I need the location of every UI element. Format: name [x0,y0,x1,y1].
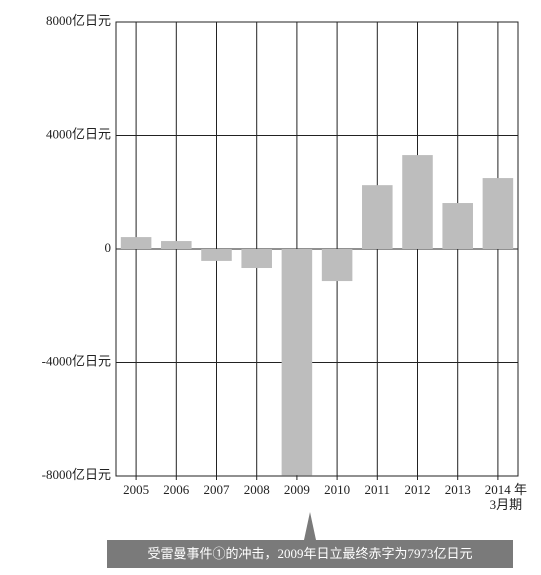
x-tick-label: 2009 [283,482,310,497]
bar [402,155,433,249]
bar [281,249,313,476]
x-tick-label: 2005 [123,482,150,497]
x-tick-label: 2010 [324,482,351,497]
bar [321,249,353,282]
plot-frame [115,21,519,477]
x-tick-label: 2006 [163,482,190,497]
annotation-box [107,540,513,568]
bar [482,178,514,249]
x-tick-label: 2014 年 3月期 [484,482,528,512]
y-tick-label: 8000亿日元 [46,13,111,28]
annotation: 受雷曼事件①的冲击，2009年日立最终赤字为7973亿日元 [147,546,473,561]
bar [161,241,192,249]
bar [362,185,393,249]
x-tick-label: 2011 [364,482,391,497]
annotation-pointer [304,512,316,540]
x-tick-label: 2012 [404,482,431,497]
y-tick-label: -4000亿日元 [42,353,111,368]
x-tick-label: 2013 [444,482,471,497]
y-tick-label: 0 [105,240,112,255]
bar [120,237,152,249]
x-tick-label: 2008 [243,482,270,497]
y-tick-label: 4000亿日元 [46,126,111,141]
bar [201,249,232,261]
y-tick-label: -8000亿日元 [42,467,111,482]
x-tick-label: 2007 [203,482,230,497]
bar [241,249,272,269]
bar [442,203,473,249]
